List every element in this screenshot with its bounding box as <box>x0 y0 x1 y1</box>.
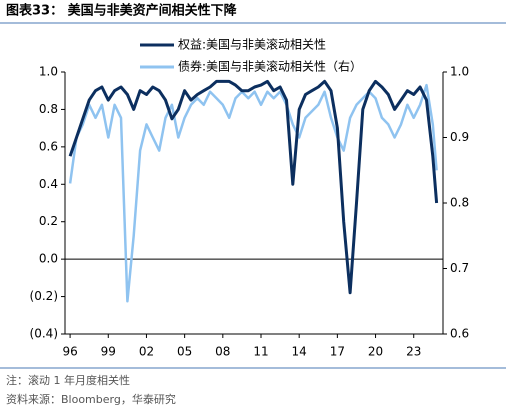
x-tick-label: 14 <box>292 345 307 359</box>
y-tick-label: (0.2) <box>30 289 58 303</box>
y-tick-label: 0.2 <box>39 214 58 228</box>
note: 注：滚动 1 年月度相关性 <box>6 373 130 387</box>
x-tick-label: 11 <box>253 345 268 359</box>
y2-tick-label: 0.6 <box>450 327 469 341</box>
y-tick-label: 1.0 <box>39 65 58 79</box>
x-tick-label: 96 <box>62 345 77 359</box>
legend-label: 权益:美国与非美滚动相关性 <box>178 37 326 52</box>
source: 资料来源：Bloomberg，华泰研究 <box>6 392 176 406</box>
y-tick-label: 0.4 <box>39 177 58 191</box>
x-tick-label: 05 <box>177 345 192 359</box>
x-tick-label: 20 <box>368 345 383 359</box>
series-line <box>68 83 438 303</box>
y2-tick-label: 1.0 <box>450 65 469 79</box>
y-tick-label: 0.8 <box>39 102 58 116</box>
x-tick-label: 23 <box>406 345 421 359</box>
y2-tick-label: 0.8 <box>450 196 469 210</box>
x-tick-label: 02 <box>139 345 154 359</box>
x-tick-label: 17 <box>330 345 345 359</box>
y2-tick-label: 0.9 <box>450 130 469 144</box>
y-tick-label: (0.4) <box>30 327 58 341</box>
series-line <box>68 79 439 295</box>
chart-title: 图表33： 美国与非美资产间相关性下降 <box>6 3 238 19</box>
y-tick-label: 0.6 <box>39 139 58 153</box>
y-tick-label: 0.0 <box>39 252 58 266</box>
x-tick-label: 08 <box>215 345 230 359</box>
legend-label: 债券:美国与非美滚动相关性（右） <box>178 59 362 74</box>
y2-tick-label: 0.7 <box>450 261 469 275</box>
x-tick-label: 99 <box>101 345 116 359</box>
